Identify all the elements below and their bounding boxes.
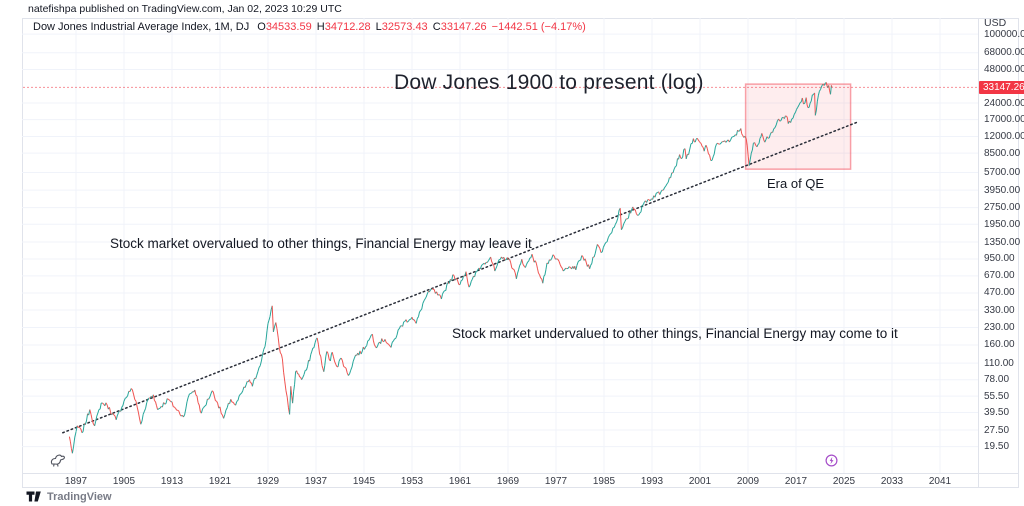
- price-tick-label: 24000.00: [984, 97, 1024, 109]
- time-tick-label: 1985: [592, 476, 616, 487]
- undervalued-annotation[interactable]: Stock market undervalued to other things…: [452, 326, 898, 341]
- time-tick-label: 2025: [832, 476, 856, 487]
- price-tick-label: 39.50: [984, 407, 1010, 419]
- price-tick-label: 68000.00: [984, 47, 1024, 59]
- price-tick-label: 1950.00: [984, 218, 1021, 230]
- time-tick-label: 2017: [784, 476, 808, 487]
- chart-frame: [22, 18, 1019, 488]
- price-tick-label: 55.50: [984, 390, 1010, 402]
- price-tick-label: 78.00: [984, 374, 1010, 386]
- time-tick-label: 2009: [736, 476, 760, 487]
- tradingview-logo[interactable]: [26, 490, 42, 503]
- time-tick-label: 1969: [496, 476, 520, 487]
- time-tick-label: 1993: [640, 476, 664, 487]
- price-tick-label: 330.00: [984, 304, 1015, 316]
- price-tick-label: 17000.00: [984, 114, 1024, 126]
- grid-lines: [22, 18, 978, 473]
- currency-label: USD: [984, 17, 1007, 29]
- price-tick-label: 27.50: [984, 424, 1010, 436]
- ohlc-value: 34533.59: [265, 21, 312, 33]
- price-axis-separator: [978, 18, 979, 488]
- symbol-legend[interactable]: Dow Jones Industrial Average Index, 1M, …: [33, 21, 586, 33]
- footer: TradingView: [26, 490, 112, 503]
- ohlc-letter: H: [316, 21, 325, 33]
- price-tick-label: 5700.00: [984, 166, 1021, 178]
- price-tick-label: 230.00: [984, 321, 1015, 333]
- time-tick-label: 1897: [64, 476, 88, 487]
- lightning-event-icon[interactable]: [825, 454, 838, 467]
- time-tick-label: 2041: [928, 476, 952, 487]
- time-tick-label: 1977: [544, 476, 568, 487]
- price-tick-label: 110.00: [984, 357, 1014, 369]
- trendline-drawing[interactable]: [62, 121, 859, 434]
- price-tick-label: 3950.00: [984, 184, 1021, 196]
- price-tick-label: 8500.00: [984, 147, 1021, 159]
- ohlc-value: 34712.28: [324, 21, 371, 33]
- symbol-title[interactable]: Dow Jones Industrial Average Index, 1M, …: [33, 21, 250, 33]
- ohlc-letter: C: [432, 21, 441, 33]
- time-tick-label: 1937: [304, 476, 328, 487]
- price-tick-label: 100000.00: [984, 28, 1024, 40]
- price-tick-label: 12000.00: [984, 130, 1024, 142]
- chart-title-drawing[interactable]: Dow Jones 1900 to present (log): [394, 71, 704, 94]
- footer-brand-text[interactable]: TradingView: [47, 490, 112, 503]
- era-of-qe-box-drawing[interactable]: [744, 83, 852, 170]
- time-tick-label: 1929: [256, 476, 280, 487]
- time-tick-label: 1921: [208, 476, 232, 487]
- price-tick-label: 950.00: [984, 253, 1015, 265]
- time-tick-label: 1953: [400, 476, 424, 487]
- time-tick-label: 1913: [160, 476, 184, 487]
- ohlc-values: O34533.59 H34712.28 L32573.43 C33147.26 …: [257, 21, 586, 33]
- price-tick-label: 160.00: [984, 339, 1015, 351]
- price-tick-label: 670.00: [984, 270, 1015, 282]
- price-tick-label: 1350.00: [984, 236, 1021, 248]
- last-price-badge: 33147.26: [979, 80, 1024, 94]
- time-tick-label: 1945: [352, 476, 376, 487]
- price-tick-label: 48000.00: [984, 64, 1024, 76]
- ohlc-letter: L: [375, 21, 382, 33]
- time-tick-label: 1961: [448, 476, 472, 487]
- time-tick-label: 1905: [112, 476, 136, 487]
- price-tick-label: 470.00: [984, 287, 1015, 299]
- ohlc-letter: O: [257, 21, 266, 33]
- time-axis-separator: [22, 473, 1019, 474]
- time-tick-label: 2033: [880, 476, 904, 487]
- ohlc-value: 32573.43: [381, 21, 428, 33]
- ohlc-value: 33147.26: [440, 21, 487, 33]
- legend-change: −1442.51 (−4.17%): [491, 21, 586, 33]
- time-tick-label: 2001: [688, 476, 712, 487]
- price-series: [68, 81, 833, 454]
- era-of-qe-label[interactable]: Era of QE: [767, 176, 825, 191]
- dinosaur-doodle[interactable]: [49, 451, 70, 469]
- price-tick-label: 19.50: [984, 441, 1010, 453]
- overvalued-annotation[interactable]: Stock market overvalued to other things,…: [110, 236, 532, 251]
- published-byline: natefishpa published on TradingView.com,…: [28, 3, 342, 15]
- price-tick-label: 2750.00: [984, 202, 1021, 214]
